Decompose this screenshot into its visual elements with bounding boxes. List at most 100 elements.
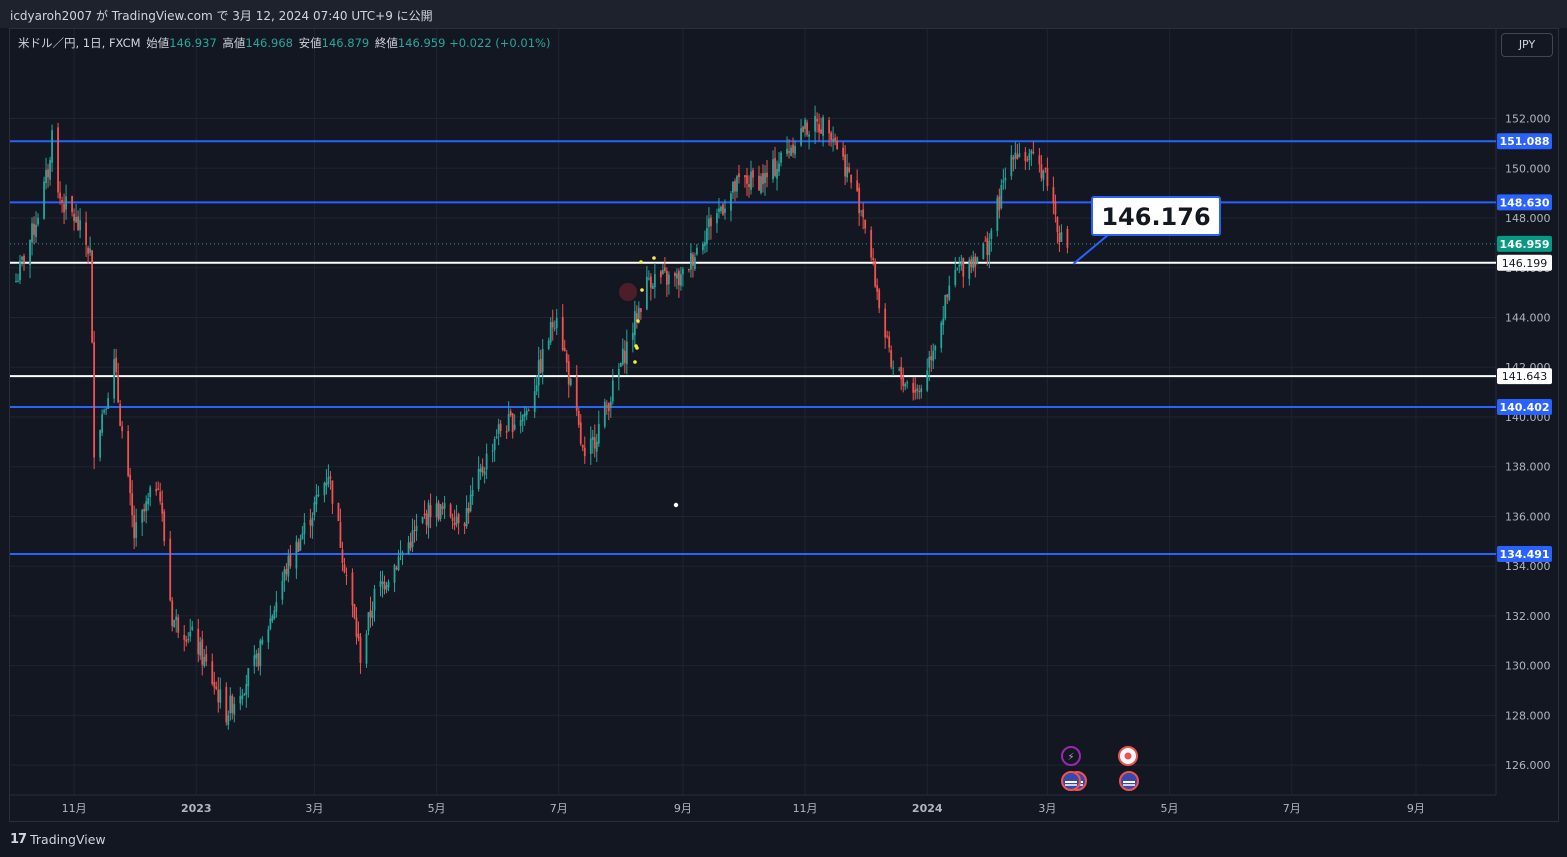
candle-body: [261, 639, 264, 644]
y-tick-label: 126.000: [1505, 759, 1551, 772]
candle-body: [914, 389, 917, 393]
candle-body: [814, 115, 816, 132]
chart-frame[interactable]: [9, 28, 1559, 822]
candle-body: [1004, 177, 1007, 181]
y-tick-label: 144.000: [1505, 311, 1551, 324]
candle-body: [141, 509, 144, 523]
candle-body: [998, 196, 1001, 211]
candle-body: [593, 437, 596, 449]
candle-body: [99, 430, 102, 458]
candle-body: [541, 349, 544, 372]
candle-body: [954, 269, 957, 285]
candle-body: [567, 361, 570, 385]
candle-body: [415, 525, 418, 531]
candle-body: [1060, 232, 1063, 242]
candle-body: [603, 401, 606, 427]
candle-body: [495, 436, 498, 438]
candle-body: [131, 493, 134, 516]
candle-body: [752, 170, 754, 178]
candle-body: [493, 439, 496, 451]
callout-pointer: [1072, 234, 1109, 265]
x-tick-label: 5月: [428, 802, 446, 815]
candle-body: [912, 382, 915, 393]
candle-body: [33, 223, 35, 235]
candle-body: [213, 681, 216, 688]
candle-body: [631, 332, 634, 340]
signal-dot-marker: [652, 256, 656, 260]
candle-body: [309, 519, 312, 526]
candle-body: [942, 318, 945, 326]
candle-body: [525, 411, 528, 416]
legend-open: 146.937: [169, 36, 217, 50]
candle-body: [413, 530, 416, 532]
candle-body: [561, 317, 564, 351]
candle-body: [89, 248, 92, 253]
candle-body: [63, 204, 65, 213]
candle-body: [187, 638, 190, 641]
candle-body: [345, 575, 348, 577]
currency-button[interactable]: JPY: [1501, 33, 1553, 57]
candle-body: [704, 242, 706, 247]
candle-body: [579, 422, 582, 444]
x-tick-label: 2024: [912, 802, 943, 815]
callout-box[interactable]: [1091, 196, 1221, 236]
candle-body: [736, 176, 738, 192]
candle-body: [633, 310, 636, 336]
price-level-badge-label: 134.491: [1499, 548, 1549, 561]
candle-body: [1000, 184, 1003, 208]
price-level-badge-label: 140.402: [1499, 401, 1549, 414]
candle-body: [463, 523, 466, 527]
candle-body: [295, 541, 298, 569]
candle-body: [946, 294, 949, 297]
candle-body: [355, 617, 358, 637]
candle-body: [283, 569, 286, 582]
candle-body: [129, 474, 132, 494]
candle-body: [651, 285, 654, 289]
signal-dot-marker: [640, 288, 644, 292]
candle-body: [886, 335, 889, 337]
candle-body: [661, 269, 664, 275]
y-tick-label: 148.000: [1505, 212, 1551, 225]
candle-body: [491, 450, 494, 452]
candle-body: [637, 307, 640, 319]
candle-body: [904, 383, 907, 387]
candle-body: [748, 184, 750, 188]
candle-body: [145, 501, 148, 512]
tradingview-logo[interactable]: 17 TradingView: [10, 832, 106, 847]
candle-body: [667, 274, 670, 285]
candle-body: [257, 653, 260, 667]
candle-body: [455, 516, 458, 525]
candle-body: [327, 477, 330, 485]
candle-body: [451, 517, 454, 522]
candle-body: [898, 369, 901, 371]
candle-body: [343, 564, 346, 573]
candle-body: [694, 257, 696, 269]
candle-body: [331, 480, 334, 504]
candle-body: [399, 553, 402, 555]
candle-body: [607, 402, 610, 411]
candle-body: [1026, 159, 1029, 161]
candle-body: [956, 268, 959, 270]
candle-body: [932, 350, 935, 361]
candle-body: [523, 413, 526, 417]
candle-body: [675, 273, 678, 279]
candle-body: [171, 600, 174, 626]
candle-body: [65, 196, 67, 210]
candle-body: [505, 431, 508, 433]
candle-body: [589, 438, 592, 454]
candle-body: [822, 117, 824, 136]
price-level-badge: [1497, 194, 1552, 211]
lightning-event-icon[interactable]: [1061, 746, 1081, 766]
footer: [0, 822, 1567, 857]
candle-body: [453, 522, 456, 526]
candle-body: [51, 130, 53, 163]
candle-body: [820, 129, 822, 134]
candle-body: [639, 308, 642, 312]
price-level-badge-label: 151.088: [1499, 135, 1549, 148]
candle-body: [872, 258, 875, 260]
candle-body: [732, 181, 734, 193]
candle-body: [1010, 155, 1013, 177]
candle-body: [481, 466, 484, 473]
point-marker: [673, 502, 679, 508]
